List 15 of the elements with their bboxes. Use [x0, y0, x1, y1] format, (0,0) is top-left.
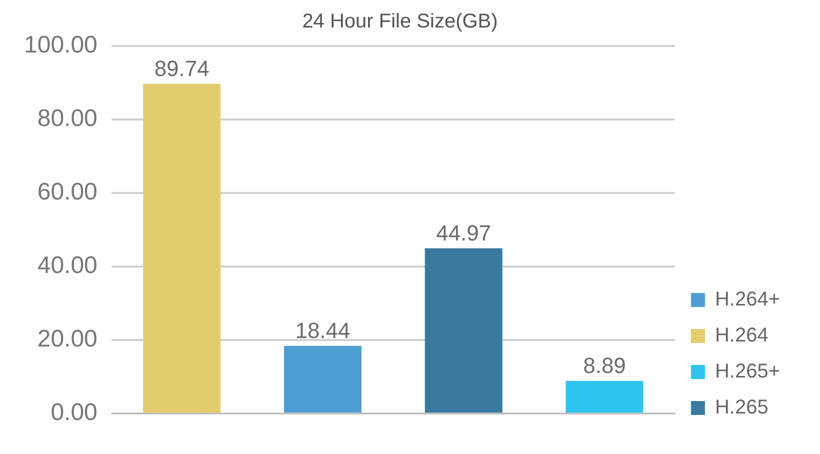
chart-title: 24 Hour File Size(GB): [302, 10, 498, 33]
legend-label: H.265: [714, 396, 768, 419]
legend-label: H.265+: [714, 360, 780, 383]
y-tick-label: 100.00: [24, 32, 98, 59]
legend-label: H.264+: [714, 288, 780, 311]
y-tick-label: 20.00: [37, 326, 98, 353]
data-label: 44.97: [436, 220, 492, 246]
y-tick-label: 60.00: [37, 178, 98, 206]
y-tick-label: 40.00: [37, 252, 98, 280]
y-tick-label: 0.00: [50, 399, 98, 426]
y-tick-label: 80.00: [37, 105, 98, 132]
legend-label: H.264: [714, 324, 768, 347]
data-label: 8.89: [583, 352, 626, 378]
data-label: 18.44: [295, 318, 350, 343]
data-label: 89.74: [154, 56, 210, 81]
